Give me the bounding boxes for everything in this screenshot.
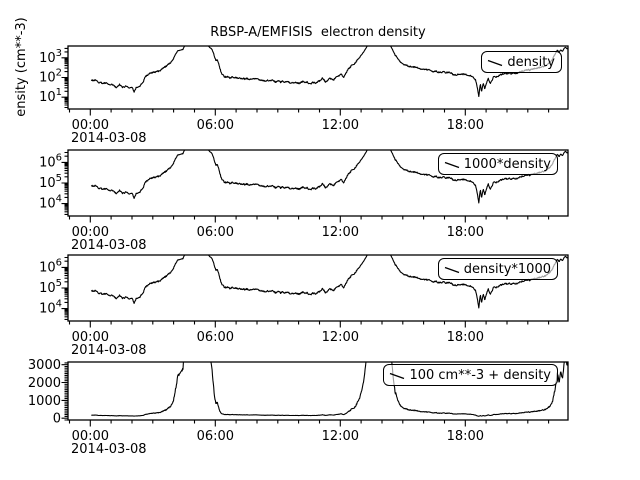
panel-2: 00:00 06:00 12:00 18:00 2014-03-08 104 105 106 [39,149,569,253]
x-tick-label: 06:00 [197,118,234,133]
date-label: 2014-03-08 [71,238,147,253]
x-tick-label: 12:00 [322,330,359,345]
axis-ticks [61,256,550,328]
axis-ticks [61,362,550,427]
y-tick-label: 106 [39,257,62,275]
y-tick-label: 2000 [28,376,61,391]
chart-title: RBSP-A/EMFISIS electron density [210,25,426,40]
x-tick-label: 18:00 [447,118,484,133]
y-tick-label: 105 [39,278,62,296]
y-tick-label: 106 [39,152,62,170]
date-label: 2014-03-08 [71,343,147,358]
legend-density-x1000: density*1000 [437,258,558,280]
x-tick-label: 00:00 [72,118,109,133]
x-tick-label: 12:00 [322,225,359,240]
date-label: 2014-03-08 [71,131,147,146]
density-curve [91,362,568,417]
x-tick-label: 06:00 [197,225,234,240]
legend-label: density*1000 [463,261,551,277]
x-tick-label: 18:00 [447,330,484,345]
legend-label: 1000*density [463,156,551,172]
y-tick-label: 103 [39,48,62,66]
density-curve [90,150,568,204]
legend-line-sample-icon [444,266,459,273]
legend-label: density [507,54,555,70]
legend-label: 100 cm**-3 + density [409,367,551,383]
density-curve [90,255,568,309]
legend-line-sample-icon [444,161,459,168]
x-tick-label: 12:00 [322,429,359,444]
y-tick-label: 0 [53,412,61,427]
legend-line-sample-icon [488,59,503,66]
panel-3: 00:00 06:00 12:00 18:00 2014-03-08 104 105 106 [39,254,569,358]
y-tick-label: 102 [39,68,62,86]
y-tick-label: 104 [39,194,62,212]
y-tick-label: 101 [39,87,62,105]
x-tick-label: 00:00 [72,429,109,444]
x-tick-label: 18:00 [447,225,484,240]
legend-1000x-density: 1000*density [437,153,558,175]
y-tick-label: 3000 [28,358,61,373]
x-tick-label: 06:00 [197,429,234,444]
legend-density: density [481,51,562,73]
density-curve [90,46,568,98]
date-label: 2014-03-08 [71,442,147,457]
x-tick-label: 00:00 [72,330,109,345]
y-tick-label: 1000 [28,394,61,409]
x-tick-label: 00:00 [72,225,109,240]
x-tick-label: 06:00 [197,330,234,345]
x-tick-label: 18:00 [447,429,484,444]
x-tick-label: 12:00 [322,118,359,133]
axis-ticks [61,151,550,223]
legend-line-sample-icon [390,372,405,379]
axis-ticks [61,47,550,116]
legend-100-plus-density: 100 cm**-3 + density [383,364,558,386]
panel-4: 00:00 06:00 12:00 18:00 2014-03-08 0 1000 2000 3… [28,358,569,457]
y-tick-label: 104 [39,299,62,317]
y-tick-label: 105 [39,173,62,191]
